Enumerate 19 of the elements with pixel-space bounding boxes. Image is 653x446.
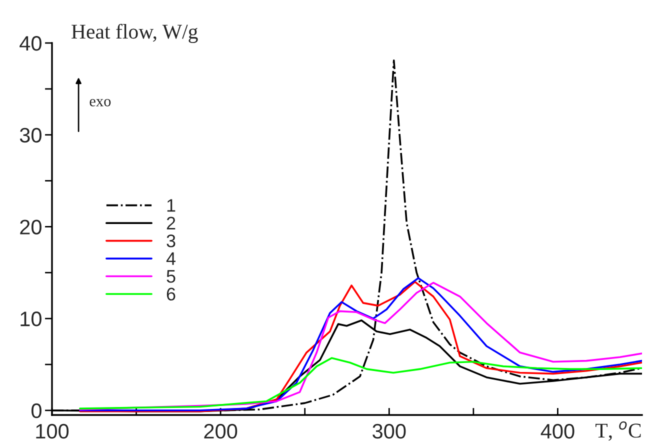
x-tick-label: 100 (36, 424, 69, 439)
x-tick-label: 300 (372, 424, 406, 439)
legend-label: 4 (166, 252, 176, 265)
y-tick-label: 40 (20, 36, 42, 51)
x-axis-title: T, $^{o}$C (596, 421, 641, 441)
y-tick-label: 0 (32, 403, 42, 418)
x-tick-label: 400 (540, 424, 574, 439)
annotation: exo (90, 98, 111, 106)
legend-label: 1 (167, 199, 176, 212)
y-tick-label: 20 (20, 220, 42, 234)
y-axis-title: Heat flow, W/g (72, 24, 198, 43)
legend-label: 5 (166, 270, 176, 283)
line-series (79, 357, 642, 410)
x-tick-label: 200 (204, 424, 238, 439)
legend-label: 3 (166, 234, 176, 248)
y-tick-label: 10 (20, 312, 42, 326)
legend-label: 2 (166, 216, 176, 230)
y-tick-label: 30 (20, 128, 42, 143)
legend-label: 6 (166, 288, 176, 300)
